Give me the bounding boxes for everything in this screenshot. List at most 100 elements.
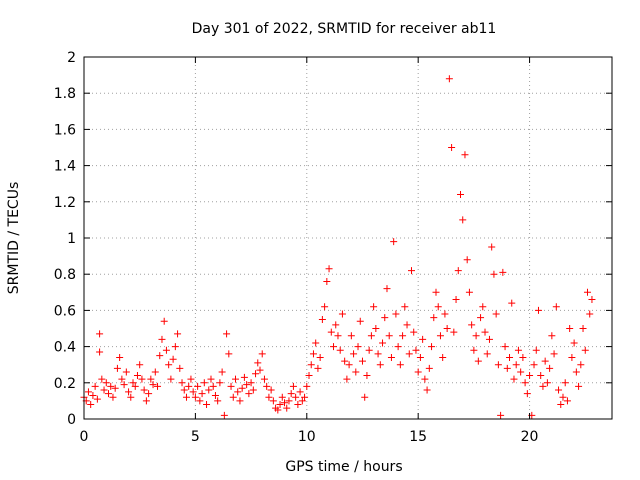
y-tick-label: 1.2 — [54, 195, 76, 211]
data-point — [138, 375, 146, 383]
y-tick-label: 1 — [67, 231, 76, 247]
data-point — [579, 325, 587, 332]
data-point — [256, 366, 264, 374]
data-point — [347, 332, 355, 340]
data-point — [216, 379, 224, 387]
data-point — [557, 401, 565, 409]
x-tick-label: 20 — [521, 429, 539, 445]
data-point — [96, 348, 104, 356]
data-point — [240, 373, 248, 381]
data-point — [127, 393, 135, 401]
data-point — [142, 397, 150, 405]
data-point — [506, 353, 514, 361]
data-point — [156, 352, 164, 360]
data-point — [503, 364, 511, 372]
data-point — [419, 335, 427, 343]
data-point — [258, 350, 266, 358]
data-point — [481, 328, 489, 336]
data-point — [381, 314, 389, 322]
axis-ticks: 00.20.40.60.811.21.41.61.820 5 10 15 20 — [54, 50, 612, 445]
data-point — [296, 388, 304, 396]
data-point — [428, 343, 436, 351]
data-point — [472, 332, 480, 340]
data-point — [214, 397, 222, 405]
data-point — [176, 364, 184, 372]
data-point — [483, 350, 491, 358]
data-point — [84, 388, 92, 396]
data-point — [278, 393, 286, 401]
data-point — [196, 397, 204, 405]
data-point — [354, 343, 362, 351]
y-tick-label: 0.4 — [54, 340, 76, 356]
data-point — [107, 382, 115, 390]
y-tick-label: 0.8 — [54, 267, 76, 283]
data-point — [252, 370, 260, 378]
data-point — [523, 390, 531, 398]
data-point — [561, 379, 569, 387]
data-point — [229, 393, 237, 401]
data-point — [401, 303, 409, 311]
data-point — [376, 361, 384, 369]
data-point — [147, 375, 155, 383]
data-point — [356, 317, 364, 325]
data-point — [530, 361, 538, 369]
data-point — [158, 335, 166, 343]
data-point — [109, 393, 117, 401]
data-point — [234, 388, 242, 396]
data-point — [588, 296, 596, 304]
y-tick-label: 1.4 — [54, 159, 76, 175]
data-point — [178, 379, 186, 387]
data-point — [436, 332, 444, 340]
data-point — [294, 401, 302, 409]
y-tick-label: 1.6 — [54, 122, 76, 138]
data-point — [131, 382, 139, 390]
data-point — [407, 267, 415, 275]
data-point — [185, 382, 193, 390]
data-point — [488, 243, 496, 251]
data-point — [211, 391, 219, 399]
data-point — [249, 386, 257, 394]
data-point — [508, 299, 516, 307]
data-point — [534, 306, 542, 314]
data-point — [91, 382, 99, 390]
data-point — [477, 314, 485, 322]
data-point — [318, 315, 326, 323]
y-tick-label: 2 — [67, 50, 76, 66]
data-point — [514, 346, 522, 354]
data-point — [169, 355, 177, 363]
data-point — [552, 303, 560, 311]
data-point — [180, 386, 188, 394]
data-point — [566, 325, 574, 332]
data-point — [454, 267, 462, 275]
data-point — [194, 382, 202, 390]
data-point — [352, 368, 360, 376]
data-point — [191, 393, 199, 401]
data-point — [323, 277, 331, 285]
data-point — [334, 332, 342, 340]
data-point — [111, 384, 119, 392]
data-point — [430, 314, 438, 322]
x-tick-label: 15 — [409, 429, 427, 445]
y-tick-label: 0 — [67, 412, 76, 428]
x-axis-label: GPS time / hours — [285, 459, 402, 475]
data-point — [312, 339, 320, 347]
y-tick-label: 0.2 — [54, 376, 76, 392]
data-point — [575, 382, 583, 390]
data-point — [96, 330, 104, 338]
data-point — [421, 375, 429, 383]
data-point — [501, 343, 509, 351]
y-tick-label: 0.6 — [54, 303, 76, 319]
data-point — [568, 353, 576, 361]
data-point — [98, 375, 106, 383]
data-point — [392, 310, 400, 318]
data-point — [441, 310, 449, 318]
data-point — [563, 397, 571, 405]
data-point — [548, 332, 556, 340]
data-point — [254, 359, 262, 367]
data-point — [276, 401, 284, 409]
data-point — [327, 328, 335, 336]
data-point — [338, 310, 346, 318]
x-tick-label: 0 — [80, 429, 89, 445]
data-point — [374, 350, 382, 358]
